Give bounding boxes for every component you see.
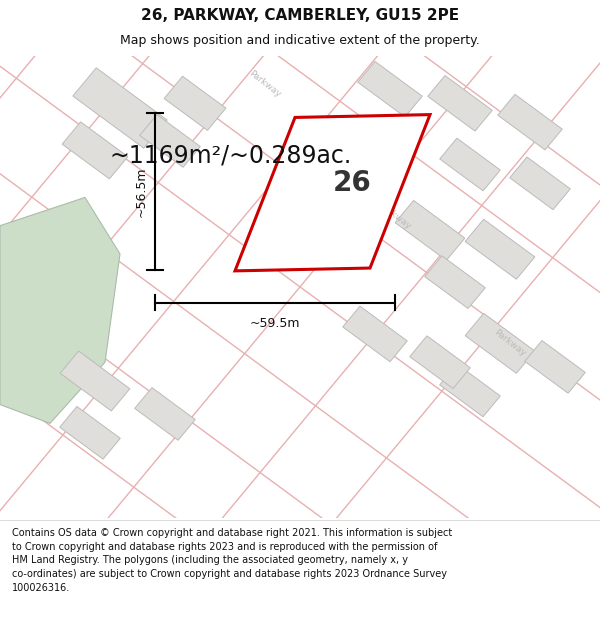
Text: Contains OS data © Crown copyright and database right 2021. This information is : Contains OS data © Crown copyright and d… [12, 528, 452, 592]
Text: Map shows position and indicative extent of the property.: Map shows position and indicative extent… [120, 34, 480, 47]
Polygon shape [425, 256, 485, 309]
Text: ~59.5m: ~59.5m [250, 317, 300, 330]
Polygon shape [164, 76, 226, 131]
Polygon shape [358, 61, 422, 117]
Polygon shape [410, 336, 470, 389]
Polygon shape [135, 388, 195, 440]
Polygon shape [395, 201, 465, 261]
Polygon shape [440, 364, 500, 417]
Polygon shape [440, 138, 500, 191]
Polygon shape [60, 351, 130, 411]
Polygon shape [73, 68, 167, 148]
Text: Parkway: Parkway [493, 328, 527, 359]
Polygon shape [428, 76, 492, 131]
Text: 26, PARKWAY, CAMBERLEY, GU15 2PE: 26, PARKWAY, CAMBERLEY, GU15 2PE [141, 8, 459, 23]
Text: 26: 26 [333, 169, 372, 198]
Polygon shape [525, 341, 585, 393]
Text: Parkway: Parkway [247, 69, 283, 99]
Polygon shape [62, 122, 128, 179]
Text: Parkway: Parkway [377, 201, 413, 231]
Polygon shape [0, 198, 120, 423]
Polygon shape [60, 406, 120, 459]
Polygon shape [465, 219, 535, 279]
Polygon shape [235, 114, 430, 271]
Polygon shape [465, 313, 535, 373]
Text: ~56.5m: ~56.5m [134, 166, 148, 217]
Polygon shape [510, 157, 570, 209]
Polygon shape [140, 114, 200, 168]
Polygon shape [343, 306, 407, 362]
Text: ~1169m²/~0.289ac.: ~1169m²/~0.289ac. [110, 143, 352, 167]
Polygon shape [498, 94, 562, 150]
